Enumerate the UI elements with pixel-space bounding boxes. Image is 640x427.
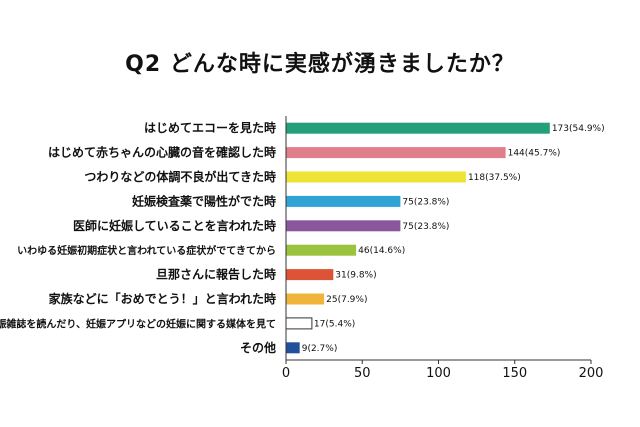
category-label: 妊娠検査薬で陽性がでた時 (132, 193, 276, 208)
bar-7 (286, 293, 325, 305)
category-label: 家族などに「おめでとう！」と言われた時 (49, 291, 276, 306)
bars-layer: 173(54.9%) はじめてエコーを見た時 144(45.7%) はじめて赤ちゃんの… (0, 120, 605, 355)
bar-value-label: 46(14.6%) (358, 246, 405, 256)
category-label: つわりなどの体調不良が出てきた時 (84, 169, 276, 184)
bar-8 (285, 317, 313, 330)
x-tick-label: 150 (502, 366, 527, 381)
bar-value-label: 75(23.8%) (402, 222, 449, 232)
category-label: はじめて赤ちゃんの心臓の音を確認した時 (48, 145, 276, 160)
category-label: 妊娠雑誌を読んだり、妊娠アプリなどの妊娠に関する媒体を見て (0, 317, 276, 330)
x-tick-label: 200 (579, 366, 604, 381)
x-tick-label: 0 (282, 366, 290, 381)
bar-5 (286, 244, 357, 256)
bar-value-label: 75(23.8%) (402, 197, 449, 207)
bar-value-label: 25(7.9%) (326, 295, 367, 305)
bar-value-label: 144(45.7%) (508, 149, 561, 159)
x-ticks: 0 50 100 150 200 (282, 360, 604, 381)
category-label: その他 (240, 340, 276, 355)
x-tick-label: 100 (426, 366, 451, 381)
bar-value-label: 17(5.4%) (314, 319, 355, 329)
category-label: 医師に妊娠していることを言われた時 (73, 218, 276, 233)
bar-2 (286, 171, 466, 183)
bar-4 (286, 220, 401, 232)
bar-value-label: 31(9.8%) (335, 271, 376, 281)
bar-value-label: 118(37.5%) (468, 173, 521, 183)
bar-9 (286, 342, 300, 354)
category-label: はじめてエコーを見た時 (144, 120, 276, 135)
chart-title: Q2 どんな時に実感が湧きましたか？ (125, 52, 515, 77)
bar-value-label: 9(2.7%) (302, 344, 338, 354)
bar-6 (286, 269, 334, 281)
bar-3 (286, 195, 401, 207)
x-tick-label: 50 (354, 366, 371, 381)
bar-1 (286, 147, 506, 159)
category-label: いわゆる妊娠初期症状と言われている症状がでてきてから (17, 244, 276, 257)
category-label: 旦那さんに報告した時 (156, 267, 276, 282)
bar-0 (286, 122, 550, 134)
bar-value-label: 173(54.9%) (552, 124, 605, 134)
